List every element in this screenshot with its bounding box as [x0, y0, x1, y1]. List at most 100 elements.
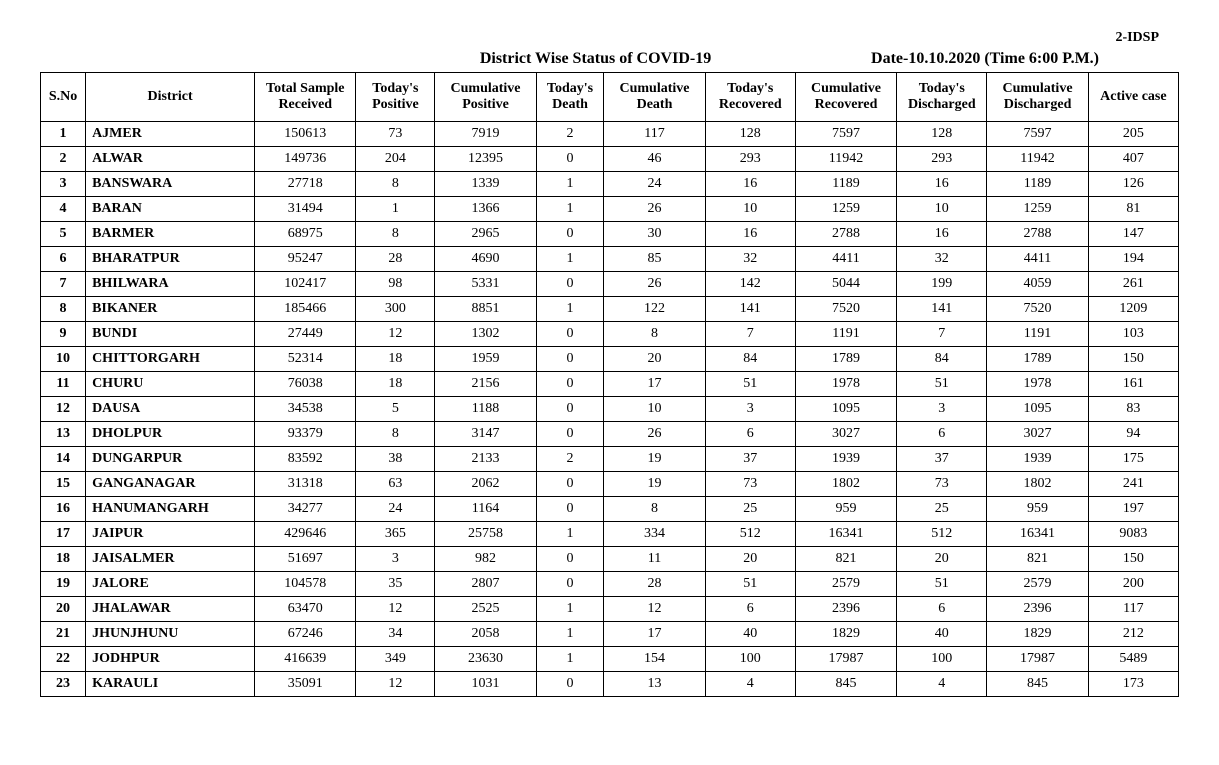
- cell-value: 26: [604, 422, 705, 447]
- table-row: 12DAUSA3453851188010310953109583: [41, 397, 1179, 422]
- col-total-sample: Total Sample Received: [255, 73, 356, 122]
- cell-value: 3027: [987, 422, 1088, 447]
- cell-value: 150: [1088, 547, 1178, 572]
- cell-value: 18: [356, 372, 435, 397]
- cell-value: 1: [356, 197, 435, 222]
- cell-value: 12: [604, 597, 705, 622]
- cell-value: 84: [897, 347, 987, 372]
- header-row: District Wise Status of COVID-19 Date-10…: [40, 50, 1179, 68]
- cell-sno: 22: [41, 647, 86, 672]
- cell-value: 46: [604, 147, 705, 172]
- cell-value: 1191: [795, 322, 896, 347]
- table-row: 14DUNGARPUR83592382133219371939371939175: [41, 447, 1179, 472]
- cell-value: 10: [897, 197, 987, 222]
- cell-value: 293: [897, 147, 987, 172]
- cell-value: 8851: [435, 297, 536, 322]
- cell-sno: 9: [41, 322, 86, 347]
- cell-district: DAUSA: [86, 397, 255, 422]
- cell-value: 67246: [255, 622, 356, 647]
- cell-value: 1: [536, 597, 604, 622]
- cell-value: 27449: [255, 322, 356, 347]
- cell-value: 407: [1088, 147, 1178, 172]
- table-row: 16HANUMANGARH34277241164082595925959197: [41, 497, 1179, 522]
- col-cumulative-death: Cumulative Death: [604, 73, 705, 122]
- cell-sno: 17: [41, 522, 86, 547]
- cell-value: 1: [536, 297, 604, 322]
- cell-value: 1: [536, 172, 604, 197]
- cell-value: 2: [536, 122, 604, 147]
- cell-sno: 7: [41, 272, 86, 297]
- cell-value: 982: [435, 547, 536, 572]
- cell-value: 122: [604, 297, 705, 322]
- cell-sno: 14: [41, 447, 86, 472]
- cell-district: JHALAWAR: [86, 597, 255, 622]
- cell-district: KARAULI: [86, 672, 255, 697]
- cell-value: 1: [536, 247, 604, 272]
- cell-value: 2965: [435, 222, 536, 247]
- cell-value: 9083: [1088, 522, 1178, 547]
- table-row: 3BANSWARA2771881339124161189161189126: [41, 172, 1179, 197]
- cell-value: 51: [705, 572, 795, 597]
- cell-value: 81: [1088, 197, 1178, 222]
- table-row: 21JHUNJHUNU67246342058117401829401829212: [41, 622, 1179, 647]
- cell-value: 8: [604, 497, 705, 522]
- cell-value: 1802: [987, 472, 1088, 497]
- cell-value: 12395: [435, 147, 536, 172]
- cell-value: 1: [536, 197, 604, 222]
- cell-value: 185466: [255, 297, 356, 322]
- cell-sno: 18: [41, 547, 86, 572]
- cell-value: 845: [795, 672, 896, 697]
- cell-value: 1939: [795, 447, 896, 472]
- cell-value: 293: [705, 147, 795, 172]
- cell-sno: 4: [41, 197, 86, 222]
- cell-value: 4411: [795, 247, 896, 272]
- cell-value: 3147: [435, 422, 536, 447]
- cell-value: 1789: [795, 347, 896, 372]
- cell-value: 0: [536, 372, 604, 397]
- cell-value: 16: [705, 172, 795, 197]
- cell-value: 11942: [987, 147, 1088, 172]
- cell-value: 51: [897, 572, 987, 597]
- cell-value: 73: [897, 472, 987, 497]
- cell-value: 365: [356, 522, 435, 547]
- cell-value: 959: [795, 497, 896, 522]
- cell-sno: 16: [41, 497, 86, 522]
- cell-value: 2807: [435, 572, 536, 597]
- cell-value: 6: [705, 597, 795, 622]
- cell-value: 102417: [255, 272, 356, 297]
- cell-sno: 6: [41, 247, 86, 272]
- cell-value: 84: [705, 347, 795, 372]
- cell-value: 7597: [795, 122, 896, 147]
- cell-value: 19: [604, 472, 705, 497]
- cell-value: 16: [897, 222, 987, 247]
- cell-value: 18: [356, 347, 435, 372]
- cell-value: 4411: [987, 247, 1088, 272]
- cell-value: 1978: [795, 372, 896, 397]
- cell-value: 0: [536, 322, 604, 347]
- cell-value: 2579: [795, 572, 896, 597]
- cell-value: 73: [356, 122, 435, 147]
- cell-value: 10: [705, 197, 795, 222]
- cell-value: 261: [1088, 272, 1178, 297]
- cell-district: BIKANER: [86, 297, 255, 322]
- cell-value: 1209: [1088, 297, 1178, 322]
- cell-value: 128: [897, 122, 987, 147]
- cell-value: 0: [536, 222, 604, 247]
- cell-district: BANSWARA: [86, 172, 255, 197]
- cell-value: 1959: [435, 347, 536, 372]
- cell-value: 0: [536, 547, 604, 572]
- table-row: 1AJMER150613737919211712875971287597205: [41, 122, 1179, 147]
- cell-value: 0: [536, 572, 604, 597]
- cell-district: AJMER: [86, 122, 255, 147]
- cell-value: 12: [356, 322, 435, 347]
- cell-value: 175: [1088, 447, 1178, 472]
- cell-sno: 20: [41, 597, 86, 622]
- cell-value: 0: [536, 422, 604, 447]
- cell-value: 1: [536, 522, 604, 547]
- cell-sno: 5: [41, 222, 86, 247]
- cell-value: 0: [536, 147, 604, 172]
- cell-sno: 19: [41, 572, 86, 597]
- cell-district: ALWAR: [86, 147, 255, 172]
- cell-value: 83: [1088, 397, 1178, 422]
- cell-value: 76038: [255, 372, 356, 397]
